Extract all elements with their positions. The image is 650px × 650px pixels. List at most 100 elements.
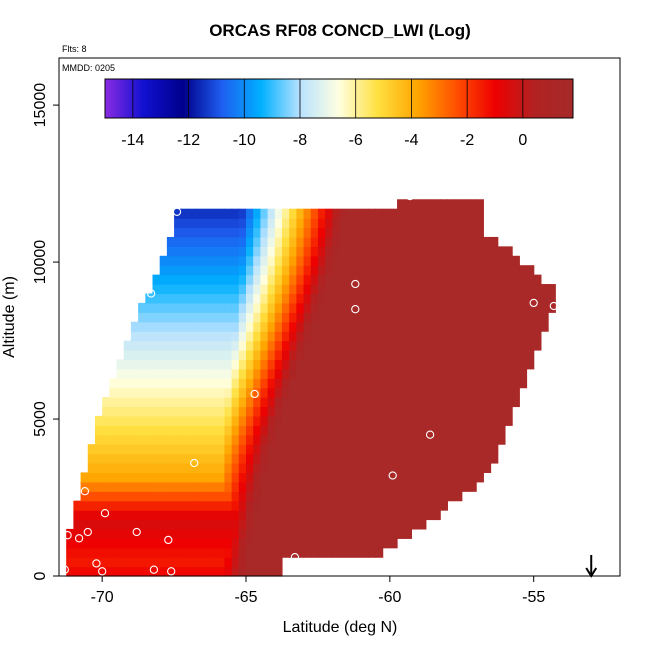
heatmap-cell [325,312,333,323]
heatmap-cell [519,274,528,285]
heatmap-cell [476,378,484,389]
heatmap-cell [281,519,290,530]
heatmap-cell [188,415,197,426]
heatmap-cell [490,274,499,285]
heatmap-cell [483,453,492,464]
heatmap-cell [418,293,427,304]
heatmap-cell [490,453,499,464]
heatmap-cell [454,387,463,398]
heatmap-cell [102,500,110,511]
heatmap-cell [181,415,190,426]
heatmap-cell [497,331,506,342]
heatmap-cell [310,510,319,521]
heatmap-cell [138,510,146,521]
heatmap-cell [411,255,420,266]
heatmap-cell [325,218,333,229]
heatmap-cell [404,472,413,483]
heatmap-cell [80,472,89,483]
heatmap-cell [224,538,233,549]
heatmap-cell [447,312,456,323]
heatmap-cell [303,462,312,473]
heatmap-cell [224,321,233,332]
heatmap-cell [94,547,103,558]
heatmap-cell [253,208,261,219]
heatmap-cell [310,444,319,455]
heatmap-cell [116,500,125,511]
heatmap-cell [346,519,355,530]
heatmap-cell [130,519,139,530]
heatmap-cell [440,434,448,445]
heatmap-cell [289,547,297,558]
heatmap-cell [476,349,484,360]
heatmap-cell [145,321,154,332]
heatmap-cell [246,538,254,549]
heatmap-cell [130,491,139,502]
heatmap-cell [483,236,492,247]
heatmap-cell [440,265,448,276]
heatmap-cell [210,472,218,483]
heatmap-cell [231,331,240,342]
heatmap-cell [166,274,175,285]
heatmap-cell [418,415,427,426]
heatmap-cell [195,387,204,398]
heatmap-cell [246,444,254,455]
x-tick-label: -55 [522,589,545,606]
heatmap-cell [303,302,312,313]
heatmap-cell [497,340,506,351]
heatmap-cell [325,387,333,398]
heatmap-cell [339,547,348,558]
heatmap-cell [397,415,405,426]
heatmap-cell [461,425,470,436]
heatmap-cell [303,406,312,417]
heatmap-cell [440,415,448,426]
heatmap-cell [325,425,333,436]
heatmap-cell [317,359,326,370]
heatmap-cell [325,293,333,304]
heatmap-cell [490,368,499,379]
heatmap-cell [310,349,319,360]
heatmap-cell [152,557,161,568]
heatmap-cell [411,519,420,530]
heatmap-cell [181,246,190,257]
heatmap-cell [332,349,341,360]
heatmap-cell [454,246,463,257]
heatmap-cell [217,284,226,295]
heatmap-cell [274,227,283,238]
heatmap-cell [87,453,96,464]
heatmap-cell [483,293,492,304]
heatmap-cell [468,302,477,313]
heatmap-cell [274,218,283,229]
heatmap-cell [497,255,506,266]
heatmap-cell [361,331,369,342]
heatmap-cell [152,415,161,426]
heatmap-cell [382,491,391,502]
heatmap-cell [375,227,384,238]
heatmap-cell [411,500,420,511]
heatmap-cell [483,397,492,408]
heatmap-cell [382,359,391,370]
heatmap-cell [260,302,269,313]
heatmap-cell [181,236,190,247]
heatmap-cell [310,425,319,436]
heatmap-cell [102,519,110,530]
heatmap-cell [461,302,470,313]
heatmap-cell [260,425,269,436]
heatmap-cell [361,425,369,436]
colorbar-tick-label: -4 [404,132,418,149]
heatmap-cell [296,547,305,558]
heatmap-cell [433,453,441,464]
heatmap-cell [116,359,125,370]
heatmap-cell [332,472,341,483]
heatmap-cell [368,481,377,492]
heatmap-cell [303,510,312,521]
heatmap-cell [425,444,434,455]
heatmap-cell [274,425,283,436]
heatmap-cell [238,246,247,257]
heatmap-cell [504,340,513,351]
heatmap-cell [231,208,240,219]
heatmap-cell [339,246,348,257]
heatmap-cell [353,434,362,445]
heatmap-cell [411,236,420,247]
heatmap-cell [217,387,226,398]
heatmap-cell [404,415,413,426]
